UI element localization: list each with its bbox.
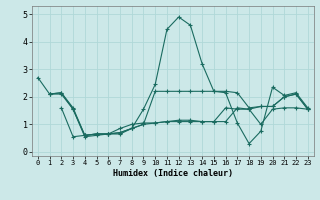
X-axis label: Humidex (Indice chaleur): Humidex (Indice chaleur) <box>113 169 233 178</box>
